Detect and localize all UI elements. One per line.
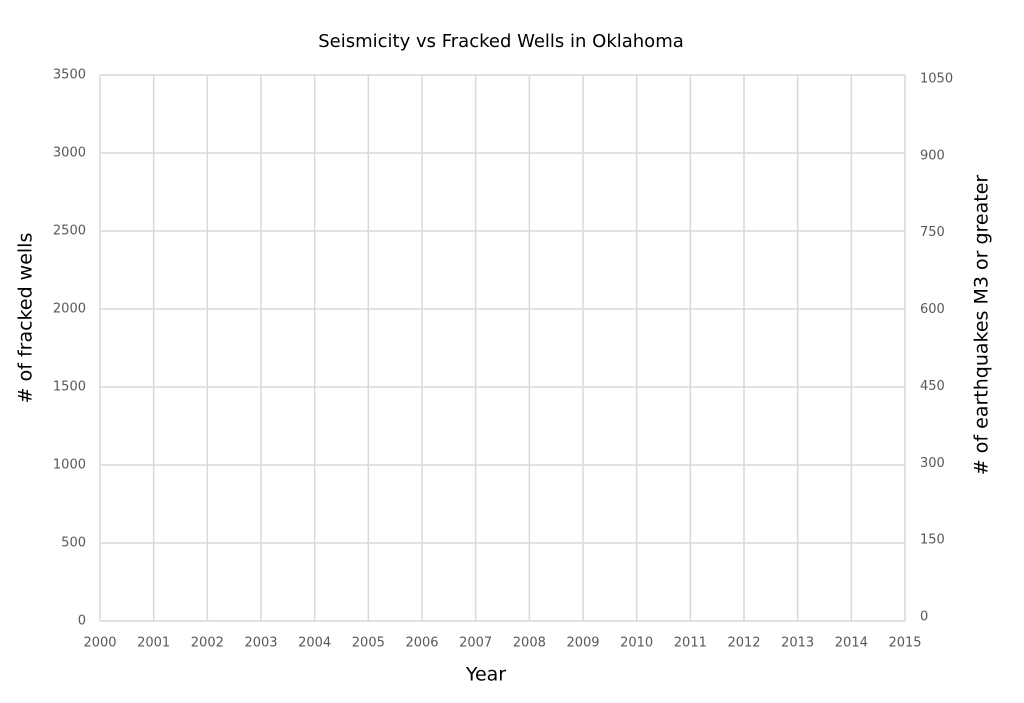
y-axis-label: # of fracked wells	[15, 233, 37, 404]
x-tick-label: 2015	[888, 636, 921, 651]
x-axis-label: Year	[465, 664, 506, 686]
y2-tick-label: 300	[920, 456, 945, 471]
y2-tick-label: 150	[920, 533, 945, 548]
y-tick-label: 3500	[53, 68, 86, 83]
y2-tick-label: 900	[920, 148, 945, 163]
x-tick-label: 2000	[83, 636, 116, 651]
y-tick-label: 3000	[53, 146, 86, 161]
y-tick-label: 1000	[53, 458, 86, 473]
x-tick-label: 2009	[566, 636, 599, 651]
x-tick-label: 2008	[513, 636, 546, 651]
y2-tick-label: 750	[920, 225, 945, 240]
x-tick-label: 2006	[405, 636, 438, 651]
x-tick-label: 2007	[459, 636, 492, 651]
y2-axis-label: # of earthquakes M3 or greater	[971, 175, 993, 476]
x-tick-label: 2014	[835, 636, 868, 651]
y2-tick-label: 450	[920, 379, 945, 394]
x-tick-label: 2013	[781, 636, 814, 651]
y-tick-label: 1500	[53, 380, 86, 395]
x-tick-label: 2004	[298, 636, 331, 651]
chart-title: Seismicity vs Fracked Wells in Oklahoma	[318, 31, 684, 52]
y-tick-label: 2000	[53, 302, 86, 317]
x-tick-label: 2011	[674, 636, 707, 651]
y2-tick-label: 0	[920, 610, 928, 625]
x-tick-label: 2012	[727, 636, 760, 651]
x-tick-label: 2002	[191, 636, 224, 651]
y-tick-label: 0	[78, 614, 86, 629]
x-tick-label: 2010	[620, 636, 653, 651]
y-tick-label: 500	[61, 536, 86, 551]
x-tick-label: 2003	[244, 636, 277, 651]
x-tick-label: 2001	[137, 636, 170, 651]
x-tick-label: 2005	[352, 636, 385, 651]
y2-tick-label: 600	[920, 302, 945, 317]
y-tick-label: 2500	[53, 224, 86, 239]
y2-tick-label: 1050	[920, 72, 953, 87]
